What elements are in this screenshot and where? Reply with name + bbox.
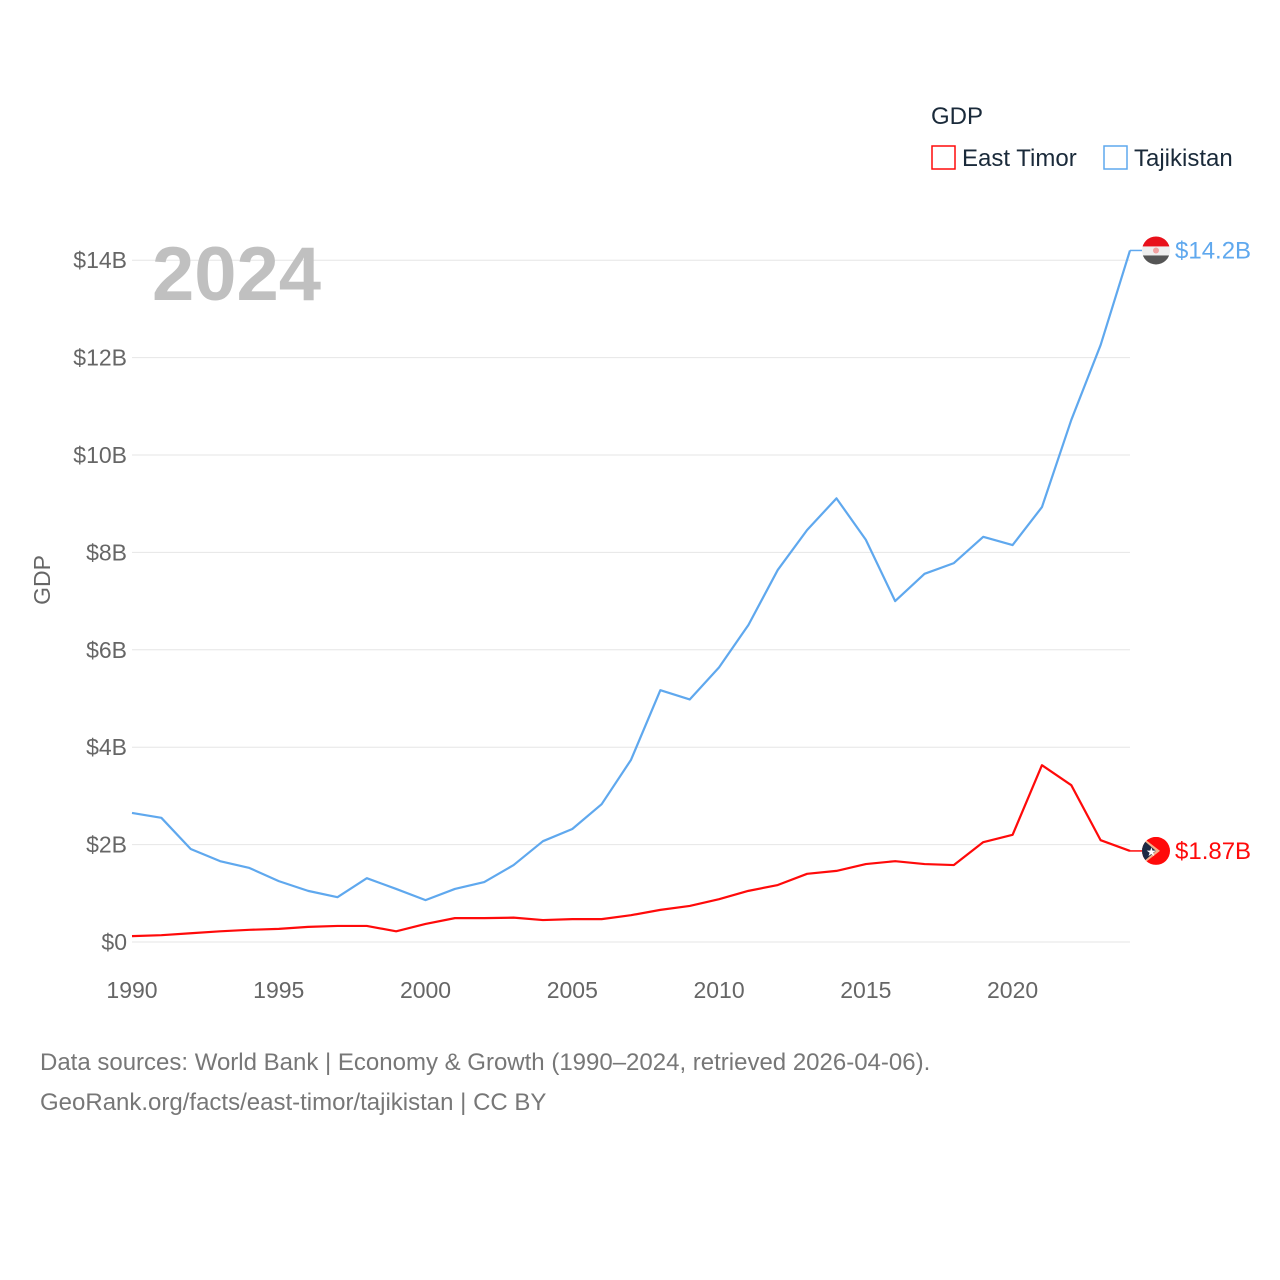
x-tick-label: 2010 [693, 977, 744, 1003]
crown [1153, 247, 1159, 254]
x-tick-label: 2000 [400, 977, 451, 1003]
y-tick-label: $12B [73, 345, 127, 371]
series-line-tajikistan [131, 250, 1132, 902]
legend-label: Tajikistan [1134, 145, 1233, 172]
legend-title: GDP [931, 103, 983, 130]
x-tick-label: 2020 [987, 977, 1038, 1003]
y-axis-ticks: $0 $2B $4B $6B $8B $10B $12B $14B [73, 247, 127, 955]
series-line-east-timor [131, 764, 1131, 938]
y-axis-label: GDP [29, 555, 55, 605]
y-tick-label: $2B [86, 832, 127, 858]
footer: Data sources: World Bank | Economy & Gro… [40, 1043, 930, 1123]
y-tick-label: $6B [86, 637, 127, 663]
legend: East Timor Tajikistan [931, 145, 1233, 172]
footer-sources: Data sources: World Bank | Economy & Gro… [40, 1049, 931, 1076]
triangle-black [1142, 838, 1156, 863]
end-labels: ★ $1.87B $14.2B [1130, 236, 1251, 865]
end-value-label: $14.2B [1175, 237, 1251, 264]
y-tick-label: $4B [86, 734, 127, 760]
y-tick-label: $0 [101, 929, 127, 955]
legend-label: East Timor [962, 145, 1077, 172]
x-tick-label: 1995 [253, 977, 304, 1003]
flag-icon-east-timor: ★ [1142, 836, 1170, 865]
gridlines [132, 259, 1130, 943]
end-value-label: $1.87B [1175, 838, 1251, 865]
x-axis-ticks: 1990 1995 2000 2005 2010 2015 2020 [106, 977, 1038, 1003]
y-tick-label: $10B [73, 442, 127, 468]
star: ★ [1146, 845, 1157, 859]
legend-swatch [1103, 145, 1128, 170]
footer-link[interactable]: GeoRank.org/facts/east-timor/tajikistan … [40, 1089, 547, 1116]
year-watermark: 2024 [152, 232, 321, 317]
legend-swatch [931, 145, 956, 170]
series-lines [131, 250, 1132, 938]
stripe-dark [1142, 255, 1170, 265]
flag-icon-tajikistan [1142, 236, 1170, 265]
y-tick-label: $14B [73, 247, 127, 273]
flag-shapes: ★ [1142, 836, 1170, 865]
x-tick-label: 2005 [547, 977, 598, 1003]
stripe-red [1142, 236, 1170, 247]
flag-stripes [1142, 236, 1170, 265]
y-tick-label: $8B [86, 539, 127, 565]
x-tick-label: 1990 [106, 977, 157, 1003]
x-tick-label: 2015 [840, 977, 891, 1003]
